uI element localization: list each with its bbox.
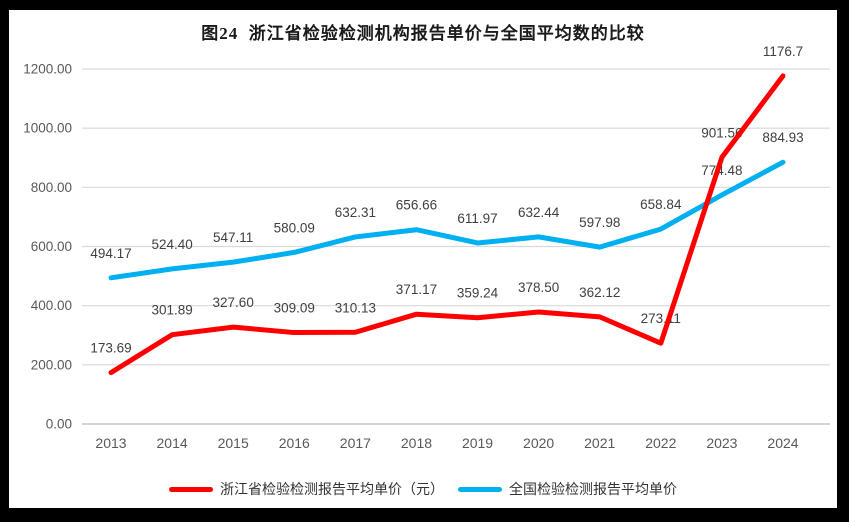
y-axis-tick-label: 600.00 — [31, 239, 72, 254]
data-label-series-1: 656.66 — [396, 198, 437, 213]
chart-title: 图24 浙江省检验检测机构报告单价与全国平均数的比较 — [201, 24, 645, 43]
data-label-series-0: 359.24 — [457, 286, 499, 301]
x-axis-label: 2014 — [157, 435, 188, 451]
x-axis-label: 2019 — [462, 435, 493, 451]
data-label-series-1: 658.84 — [640, 197, 682, 212]
y-axis-tick-label: 200.00 — [31, 357, 72, 372]
data-label-series-0: 309.09 — [274, 301, 315, 316]
y-axis-tick-label: 1200.00 — [23, 62, 72, 77]
data-label-series-1: 884.93 — [762, 130, 803, 145]
series-line-zhejiang — [108, 73, 786, 376]
data-label-series-0: 273.11 — [641, 311, 681, 326]
y-axis-tick-label: 400.00 — [31, 298, 72, 313]
x-axis-label: 2024 — [767, 435, 798, 451]
legend-item-zhejiang: 浙江省检验检测报告平均单价（元） — [169, 479, 444, 499]
data-label-series-1: 632.44 — [518, 205, 560, 220]
data-label-series-0: 327.60 — [213, 295, 254, 310]
data-label-series-1: 524.40 — [151, 237, 192, 252]
data-label-series-1: 494.17 — [90, 246, 131, 261]
legend-marker-zhejiang-line — [169, 486, 213, 492]
x-axis-label: 2017 — [340, 435, 371, 451]
data-label-series-1: 547.11 — [213, 230, 253, 245]
data-label-series-0: 301.89 — [151, 303, 192, 318]
y-axis-tick-label: 1000.00 — [23, 121, 72, 136]
data-label-series-1: 774.48 — [701, 163, 742, 178]
y-axis-tick-label: 0.00 — [46, 417, 72, 432]
line-chart-plot: 0.00 200.00 400.00 600.00 800.00 1000.00 1200.… — [23, 44, 830, 451]
x-axis-label: 2022 — [645, 435, 676, 451]
x-axis-label: 2023 — [706, 435, 737, 451]
chart-canvas: 图24 浙江省检验检测机构报告单价与全国平均数的比较 0.00 200.00 400… — [9, 10, 837, 508]
y-axis-tick-label: 800.00 — [31, 180, 72, 195]
legend-label-national: 全国检验检测报告平均单价 — [509, 481, 677, 497]
x-axis-label: 2016 — [279, 435, 310, 451]
data-label-series-0: 1176.7 — [763, 44, 803, 59]
chart-legend: 浙江省检验检测报告平均单价（元） 全国检验检测报告平均单价 — [9, 478, 837, 500]
data-label-series-0: 362.12 — [579, 285, 620, 300]
x-axis-label: 2018 — [401, 435, 432, 451]
series-line-national — [108, 159, 786, 281]
data-label-series-1: 597.98 — [579, 215, 620, 230]
x-axis-label: 2020 — [523, 435, 554, 451]
data-label-series-1: 580.09 — [274, 220, 315, 235]
data-label-series-0: 378.50 — [518, 280, 559, 295]
x-axis-label: 2021 — [584, 435, 615, 451]
x-axis-label: 2015 — [218, 435, 249, 451]
x-axis-label: 2013 — [95, 435, 126, 451]
data-label-series-0: 173.69 — [90, 341, 131, 356]
data-label-series-0: 371.17 — [396, 282, 437, 297]
data-label-series-1: 611.97 — [457, 211, 497, 226]
legend-marker-national-line — [458, 486, 502, 492]
data-label-series-1: 632.31 — [335, 205, 376, 220]
legend-label-zhejiang: 浙江省检验检测报告平均单价（元） — [220, 481, 444, 497]
data-label-series-0: 901.56 — [701, 125, 742, 140]
legend-item-national: 全国检验检测报告平均单价 — [458, 479, 677, 499]
data-label-series-0: 310.13 — [335, 300, 376, 315]
